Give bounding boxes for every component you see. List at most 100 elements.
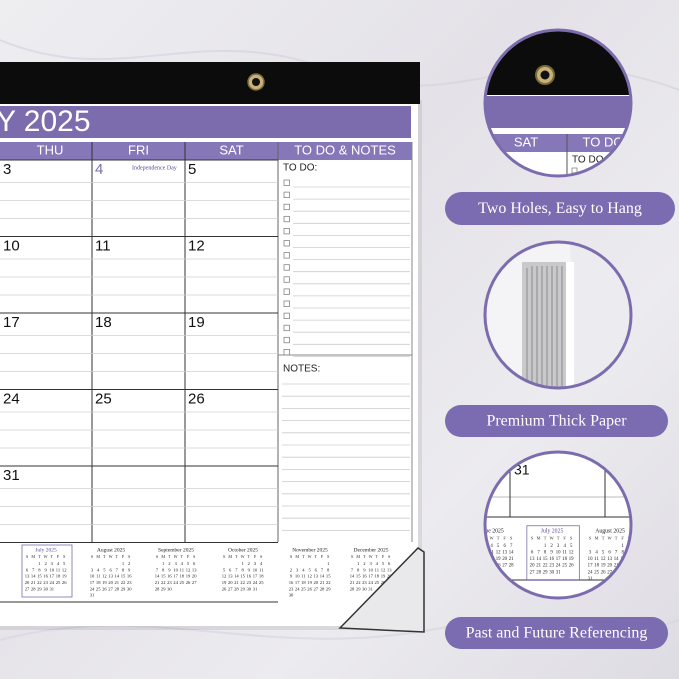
mini-title: August 2025	[595, 528, 625, 534]
mini-weekday: M	[595, 535, 599, 540]
mini-day: 27	[502, 564, 507, 569]
mini-day: 1	[162, 561, 165, 566]
mini-day: 2	[168, 561, 171, 566]
mini-weekday: T	[103, 554, 106, 559]
mini-day: 19	[62, 574, 67, 579]
mini-day: 10	[253, 567, 258, 572]
checkbox	[283, 276, 290, 283]
mini-day: 12	[186, 567, 191, 572]
mini-day: 15	[37, 574, 42, 579]
mini-day: 20	[228, 580, 233, 585]
mini-day: 11	[56, 567, 61, 572]
mini-day: 8	[327, 567, 330, 572]
mini-day: 3	[296, 567, 299, 572]
zoom-circle	[483, 240, 633, 390]
mini-day: 19	[186, 574, 191, 579]
mini-day: 16	[43, 574, 48, 579]
mini-day: 13	[387, 567, 392, 572]
mini-title: October 2025	[228, 547, 258, 553]
mini-day: 25	[375, 580, 380, 585]
day-header: TO DO & NOTES	[294, 142, 396, 157]
feature-caption: Premium Thick Paper	[486, 413, 627, 430]
feature-pill	[445, 617, 668, 649]
mini-day: 24	[90, 586, 95, 591]
mini-day: 24	[556, 564, 561, 569]
mini-weekday: W	[608, 535, 613, 540]
zoom-circle	[483, 450, 633, 600]
mini-day: 15	[543, 557, 548, 562]
checkbox	[283, 203, 290, 211]
mini-day: 4	[376, 561, 379, 566]
zoom-date: 31	[514, 462, 530, 478]
mini-weekday: T	[602, 535, 605, 540]
mini-weekday: T	[235, 554, 238, 559]
feature-pill	[445, 192, 675, 225]
mini-day: 14	[155, 574, 160, 579]
mini-day: 28	[350, 586, 355, 591]
mini-day: 15	[240, 574, 245, 579]
mini-day: 25	[96, 586, 101, 591]
header-row	[0, 142, 412, 160]
mini-day: 31	[253, 586, 258, 591]
mini-day: 18	[180, 574, 185, 579]
mini-weekday: S	[351, 554, 354, 559]
zoom-circle	[483, 28, 633, 178]
mini-day: 5	[103, 567, 106, 572]
mini-day: 12	[601, 557, 606, 562]
mini-day: 19	[496, 557, 501, 562]
mini-day: 27	[607, 570, 612, 575]
mini-day: 6	[608, 550, 611, 555]
mini-day: 5	[63, 561, 66, 566]
date-number: 3	[3, 161, 11, 178]
checkbox	[283, 252, 290, 259]
date-number: 19	[188, 314, 205, 331]
feature-caption: Two Holes, Easy to Hang	[478, 200, 642, 217]
mini-weekday: T	[315, 554, 318, 559]
mini-day: 22	[161, 580, 166, 585]
mini-day: 31	[588, 577, 593, 582]
mini-day: 14	[350, 574, 355, 579]
mini-day: 10	[50, 567, 55, 572]
mini-day: 18	[562, 557, 567, 562]
mini-day: 19	[569, 557, 574, 562]
mini-day: 7	[537, 550, 540, 555]
mini-day: 12	[222, 574, 227, 579]
title-band	[0, 106, 411, 138]
date-number: 31	[3, 467, 20, 484]
binding-bar	[0, 62, 420, 104]
checkbox	[283, 324, 290, 332]
mini-day: 24	[295, 586, 300, 591]
mini-weekday: F	[563, 535, 566, 540]
mini-weekday: T	[376, 554, 379, 559]
mini-day: 5	[308, 567, 311, 572]
mini-day: 21	[234, 580, 239, 585]
mini-day: 29	[326, 586, 331, 591]
mini-weekday: S	[570, 535, 573, 540]
mini-day: 24	[253, 580, 258, 585]
checkbox	[283, 288, 290, 295]
mini-title: August 2025	[97, 547, 126, 553]
mini-day: 2	[290, 567, 293, 572]
mini-day: 20	[502, 557, 507, 562]
mini-day: 26	[307, 586, 312, 591]
mini-weekday: S	[63, 554, 66, 559]
mini-day: 2	[128, 561, 131, 566]
mini-day: 16	[167, 574, 172, 579]
mini-weekday: T	[51, 554, 54, 559]
mini-weekday: S	[327, 554, 330, 559]
mini-day: 14	[234, 574, 239, 579]
checkbox	[283, 312, 290, 319]
mini-day: 6	[531, 550, 534, 555]
mini-day: 3	[589, 550, 592, 555]
mini-day: 30	[167, 586, 172, 591]
mini-highlight	[21, 544, 73, 598]
mini-day: 7	[156, 567, 159, 572]
mini-day: 1	[327, 561, 330, 566]
mini-day: 21	[614, 564, 619, 569]
mini-day: 13	[108, 574, 113, 579]
mini-day: 24	[173, 580, 178, 585]
date-number: 11	[95, 237, 111, 254]
